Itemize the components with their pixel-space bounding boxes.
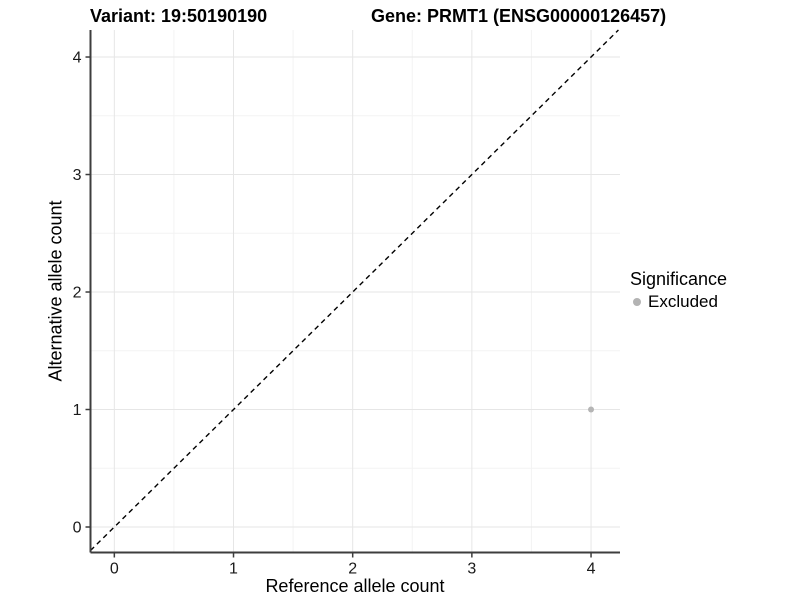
x-tick-label: 1 — [229, 561, 238, 578]
x-axis-title: Reference allele count — [265, 576, 445, 596]
x-tick-label: 3 — [467, 561, 476, 578]
plot-title-variant: Variant: 19:50190190 — [90, 6, 268, 26]
y-tick-label: 1 — [73, 402, 82, 419]
identity-dashed-line — [90, 29, 619, 552]
legend: Significance Excluded — [630, 268, 727, 312]
legend-key-dot — [633, 298, 641, 306]
legend-entry: Excluded — [630, 292, 727, 312]
plot-title-gene: Gene: PRMT1 (ENSG00000126457) — [371, 6, 667, 26]
y-tick-label: 3 — [73, 167, 82, 184]
x-tick-label: 2 — [348, 561, 357, 578]
y-tick-label: 0 — [73, 520, 82, 537]
x-tick-label: 4 — [587, 561, 596, 578]
legend-entry-label: Excluded — [648, 292, 718, 311]
y-tick-label: 2 — [73, 285, 82, 302]
y-axis-title: Alternative allele count — [45, 200, 66, 382]
legend-title: Significance — [630, 269, 728, 289]
data-point — [588, 406, 595, 413]
y-tick-label: 4 — [73, 50, 82, 67]
x-tick-label: 0 — [110, 561, 119, 578]
